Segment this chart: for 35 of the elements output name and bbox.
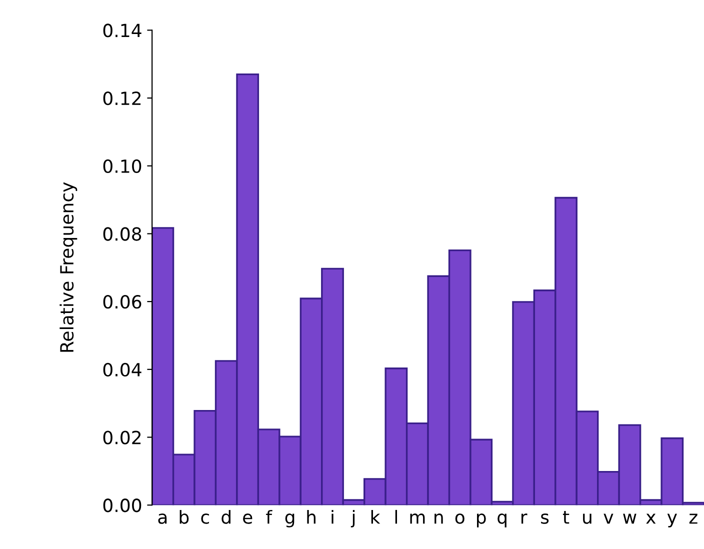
x-tick-label: v	[604, 514, 614, 524]
x-tick-label: j	[350, 510, 355, 528]
x-tick-label: u	[583, 514, 592, 524]
x-tick-label: a	[158, 514, 167, 524]
x-tick-label: o	[455, 514, 464, 524]
x-tick-label: f	[266, 510, 272, 524]
y-tick-label: 0.08	[103, 227, 142, 241]
x-tick-label: n	[434, 514, 443, 524]
y-tick-label: 0.04	[103, 362, 142, 377]
x-tick-label: r	[521, 514, 528, 524]
x-tick-label: c	[201, 514, 209, 524]
x-tick-label: h	[307, 510, 316, 524]
x-tick-label: s	[541, 514, 549, 524]
x-tick-label: x	[646, 514, 656, 524]
y-axis-title: Relative Frequency	[60, 182, 78, 352]
y-tick-label: 0.06	[103, 295, 142, 309]
x-tick-label: p	[477, 514, 486, 528]
x-tick-label: m	[410, 514, 425, 524]
y-tick-label: 0.12	[103, 91, 141, 106]
x-tick-label: i	[332, 510, 334, 524]
x-tick-label: k	[371, 510, 380, 524]
x-tick-label: z	[689, 514, 698, 524]
x-tick-label: y	[667, 514, 677, 528]
x-tick-label: w	[623, 514, 636, 524]
x-tick-label: t	[562, 510, 570, 524]
x-tick-label: g	[285, 514, 294, 528]
y-tick-label: 0.10	[103, 159, 142, 173]
x-tick-label: e	[243, 514, 252, 524]
x-tick-label: d	[222, 510, 230, 524]
y-tick-label: 0.02	[103, 430, 141, 444]
y-tick-label: 0.14	[103, 24, 142, 38]
x-tick-label: l	[395, 510, 398, 524]
x-tick-label: q	[498, 514, 506, 528]
x-tick-label: b	[180, 510, 189, 524]
y-tick-label: 0.00	[103, 498, 142, 512]
